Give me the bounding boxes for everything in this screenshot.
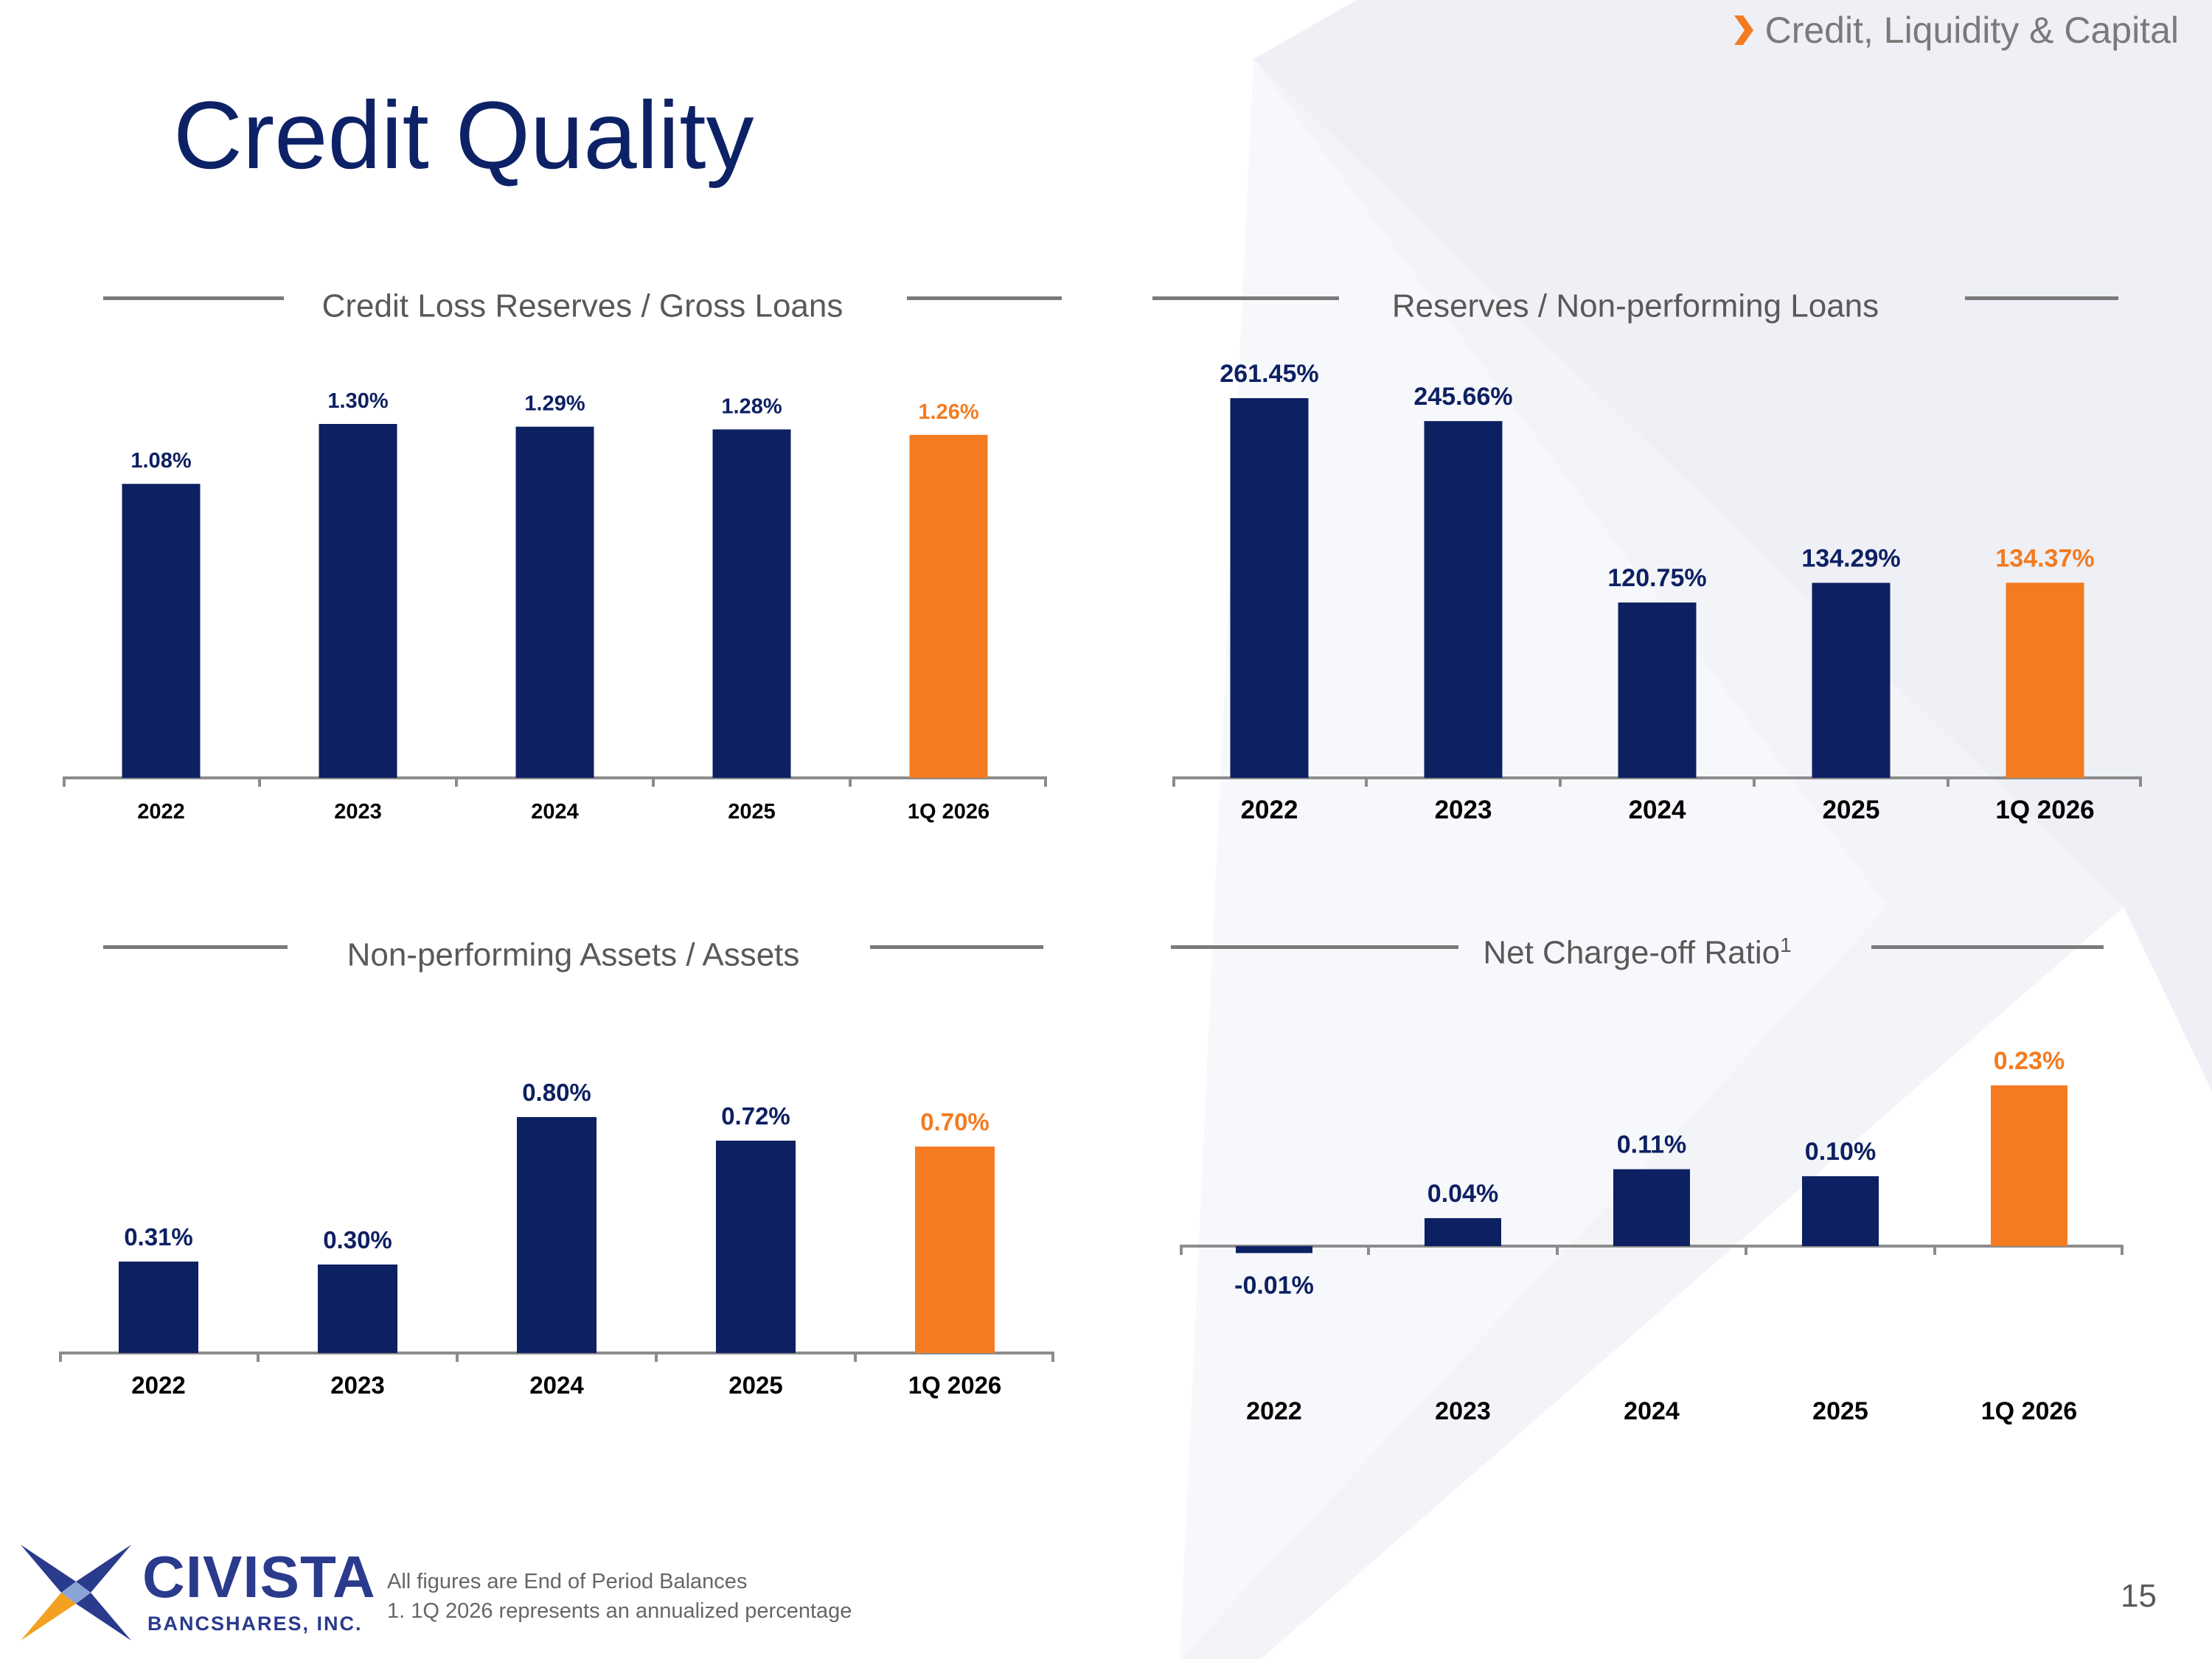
logo-wordmark: CIVISTA (142, 1544, 376, 1610)
x-tick-label: 1Q 2026 (908, 800, 990, 824)
panel-title: Credit Loss Reserves / Gross Loans (321, 288, 844, 324)
x-tick-label: 2024 (1629, 796, 1686, 824)
x-axis (63, 776, 1047, 787)
x-axis (1172, 776, 2142, 787)
data-label: 245.66% (1413, 383, 1512, 411)
chart-npa-assets: 0.31% 2022 0.30% 2023 0.80% 2024 0.72% 2025 0.70… (59, 1054, 1054, 1416)
x-axis (1180, 1245, 2124, 1255)
data-label: 1.30% (327, 389, 388, 413)
bar (909, 434, 988, 778)
bar (517, 1117, 597, 1353)
panel-heading-net-chargeoff: Net Charge-off Ratio1 (1171, 923, 2104, 971)
data-label: 1.08% (131, 449, 191, 473)
panel-heading-reserves-npl: Reserves / Non-performing Loans (1152, 274, 2118, 324)
x-tick-label: 2025 (728, 800, 776, 824)
panel-title: Reserves / Non-performing Loans (1391, 288, 1879, 324)
data-label: 120.75% (1607, 564, 1706, 592)
section-label-text: Credit, Liquidity & Capital (1764, 10, 2179, 51)
data-label: 261.45% (1220, 360, 1318, 388)
x-tick-label: 1Q 2026 (908, 1371, 1002, 1399)
bar (122, 484, 201, 778)
x-tick-label: 2022 (137, 800, 185, 824)
data-label: 0.23% (1994, 1047, 2065, 1075)
data-label: 0.10% (1805, 1138, 1876, 1166)
x-tick-label: 2022 (1246, 1397, 1302, 1425)
bar (1991, 1085, 2067, 1246)
data-label: 0.31% (124, 1223, 193, 1251)
x-tick-label: 2024 (529, 1371, 584, 1399)
bar (318, 1265, 397, 1353)
footnote-line: All figures are End of Period Balances (387, 1570, 748, 1593)
x-tick-label: 2024 (531, 800, 579, 824)
x-tick-label: 2025 (1812, 1397, 1868, 1425)
chart-svg: 1.08% 2022 1.30% 2023 1.29% 2024 1.28% 2025 1.26… (63, 389, 1047, 824)
x-tick-label: 2023 (334, 800, 382, 824)
x-tick-label: 2025 (1823, 796, 1880, 824)
chart-reserves-npl: 261.45% 2022 245.66% 2023 120.75% 2024 134.29%… (1172, 332, 2142, 841)
bar (1236, 1246, 1312, 1253)
bar (1230, 398, 1309, 778)
page-number: 15 (2121, 1578, 2157, 1614)
bar (716, 1141, 796, 1353)
bar (712, 429, 791, 778)
bar (119, 1262, 198, 1353)
x-tick-label: 2024 (1624, 1397, 1680, 1425)
civista-logo: CIVISTA BANCSHARES, INC. (21, 1545, 375, 1641)
x-tick-label: 2022 (131, 1371, 185, 1399)
footnotes: All figures are End of Period Balances 1… (387, 1567, 852, 1626)
data-label: 1.26% (918, 400, 978, 424)
bar (1802, 1176, 1879, 1246)
bar (515, 426, 594, 778)
panel-heading-reserves-loans: Credit Loss Reserves / Gross Loans (103, 274, 1062, 324)
x-axis (59, 1352, 1054, 1362)
bar (1425, 1218, 1501, 1246)
data-label: 0.11% (1617, 1131, 1687, 1159)
chart-credit-loss-reserves: 1.08% 2022 1.30% 2023 1.29% 2024 1.28% 2025 1.26… (63, 369, 1047, 841)
data-label: 1.28% (721, 394, 782, 418)
panel-title: Non-performing Assets / Assets (347, 936, 800, 973)
data-label: 0.70% (920, 1108, 990, 1135)
bar (1424, 421, 1503, 778)
data-label: 0.04% (1427, 1180, 1498, 1208)
x-tick-label: 2023 (1435, 796, 1492, 824)
star-logo-icon (21, 1545, 131, 1641)
data-label: 134.29% (1801, 544, 1900, 572)
bar (915, 1147, 995, 1353)
x-tick-label: 2022 (1241, 796, 1298, 824)
x-tick-label: 2025 (728, 1371, 782, 1399)
x-tick-label: 2023 (330, 1371, 384, 1399)
data-label: 134.37% (1995, 544, 2094, 572)
panel-heading-npa-assets: Non-performing Assets / Assets (103, 923, 1043, 973)
section-label: Credit, Liquidity & Capital (1733, 9, 2179, 52)
x-tick-label: 2023 (1435, 1397, 1491, 1425)
footnote-line: 1. 1Q 2026 represents an annualized perc… (387, 1599, 852, 1623)
bar (1613, 1169, 1690, 1246)
bar (1812, 582, 1891, 778)
x-tick-label: 1Q 2026 (1981, 1397, 2077, 1425)
data-label: 1.29% (524, 392, 585, 416)
chart-net-chargeoff: -0.01% 2022 0.04% 2023 0.11% 2024 0.10% 2025 0.2… (1180, 1025, 2124, 1438)
bar (319, 424, 397, 778)
data-label: 0.72% (721, 1102, 790, 1130)
data-label: -0.01% (1234, 1271, 1314, 1299)
chart-svg: -0.01% 2022 0.04% 2023 0.11% 2024 0.10% 2025 0.2… (1180, 1047, 2124, 1425)
panel-title: Net Charge-off Ratio1 (1483, 933, 1792, 971)
chart-svg: 261.45% 2022 245.66% 2023 120.75% 2024 134.29%… (1172, 360, 2142, 824)
page-title: Credit Quality (173, 81, 754, 189)
bar (2006, 582, 2084, 778)
data-label: 0.80% (522, 1079, 591, 1106)
logo-subtitle: BANCSHARES, INC. (147, 1613, 363, 1635)
data-label: 0.30% (323, 1226, 392, 1253)
x-tick-label: 1Q 2026 (1995, 796, 2094, 824)
bar (1618, 602, 1697, 778)
chevron-right-icon (1733, 15, 1753, 45)
chart-svg: 0.31% 2022 0.30% 2023 0.80% 2024 0.72% 2025 0.70… (59, 1079, 1054, 1399)
